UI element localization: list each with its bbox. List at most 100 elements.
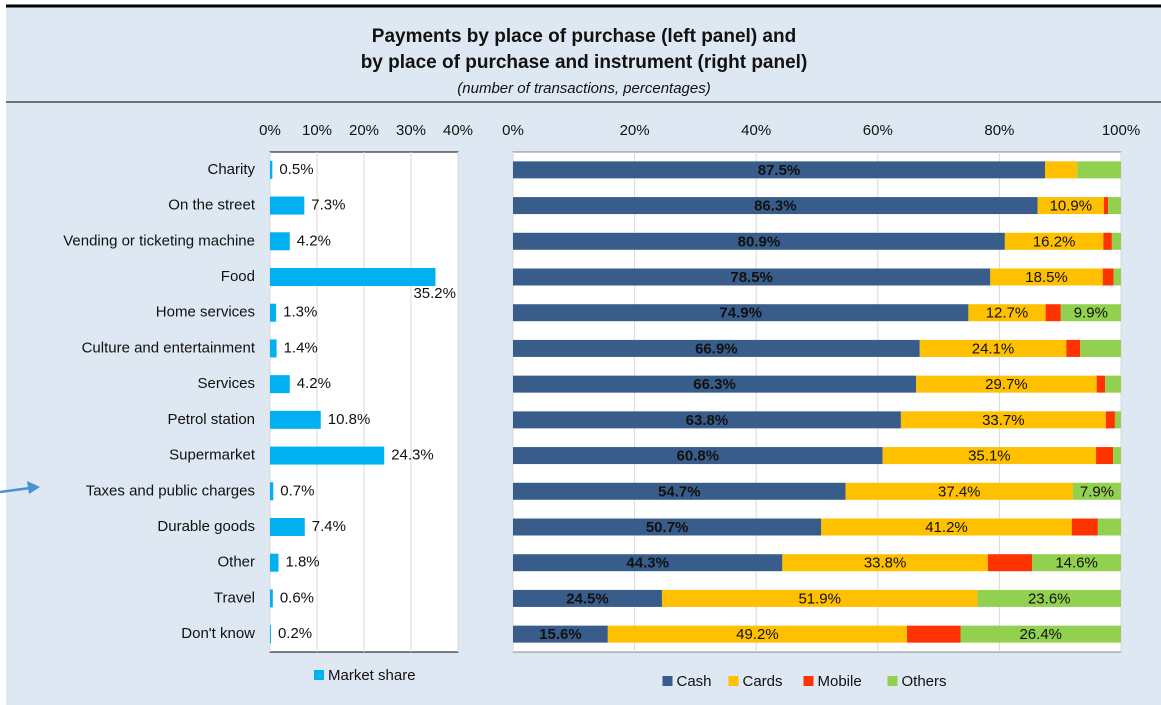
legend-label: Cards bbox=[743, 673, 783, 690]
bar-segment bbox=[968, 304, 1046, 322]
legend-label: Others bbox=[902, 673, 947, 690]
value-label: 12.7% bbox=[986, 305, 1029, 322]
value-label: 18.5% bbox=[1025, 269, 1068, 286]
value-label: 50.7% bbox=[646, 519, 689, 536]
bar-segment bbox=[1103, 197, 1109, 215]
value-label: 35.2% bbox=[413, 285, 456, 302]
bar-segment bbox=[1103, 232, 1112, 250]
value-label: 1.8% bbox=[285, 554, 319, 571]
value-label: 49.2% bbox=[736, 626, 779, 643]
bar-segment bbox=[513, 232, 1005, 250]
bar-segment bbox=[513, 554, 783, 572]
bar-segment bbox=[882, 447, 1097, 465]
x-tick-label: 10% bbox=[302, 122, 332, 139]
bar-segment bbox=[990, 268, 1103, 286]
chart-title: by place of purchase and instrument (rig… bbox=[361, 52, 808, 73]
value-label: 4.2% bbox=[297, 375, 331, 392]
category-label: Services bbox=[197, 375, 255, 392]
value-label: 29.7% bbox=[985, 376, 1028, 393]
bar-segment bbox=[987, 554, 1033, 572]
bar bbox=[270, 303, 277, 322]
value-label: 51.9% bbox=[798, 590, 841, 607]
value-label: 63.8% bbox=[686, 412, 729, 429]
category-label: Charity bbox=[207, 161, 255, 178]
category-label: Travel bbox=[214, 589, 255, 606]
bar-segment bbox=[1097, 518, 1121, 536]
x-tick-label: 20% bbox=[620, 122, 650, 139]
bar-segment bbox=[1102, 268, 1114, 286]
bar-segment bbox=[1096, 375, 1106, 393]
bar bbox=[270, 339, 277, 358]
bar-segment bbox=[1080, 339, 1121, 357]
value-label: 24.1% bbox=[972, 340, 1015, 357]
bar-segment bbox=[782, 554, 988, 572]
value-label: 10.9% bbox=[1050, 198, 1093, 215]
bar-segment bbox=[821, 518, 1072, 536]
bar bbox=[270, 625, 271, 644]
value-label: 24.5% bbox=[566, 590, 609, 607]
value-label: 16.2% bbox=[1033, 233, 1076, 250]
bar-segment bbox=[513, 625, 608, 643]
bar-segment bbox=[960, 625, 1121, 643]
arrow bbox=[0, 481, 40, 494]
bar-segment bbox=[1045, 304, 1061, 322]
bar-segment bbox=[1004, 232, 1104, 250]
category-label: Supermarket bbox=[169, 447, 256, 464]
bar-segment bbox=[513, 375, 917, 393]
bar-segment bbox=[1111, 232, 1121, 250]
legend-swatch bbox=[662, 676, 673, 686]
x-tick-label: 40% bbox=[443, 122, 473, 139]
value-label: 26.4% bbox=[1019, 626, 1062, 643]
bar bbox=[270, 375, 290, 394]
bar-segment bbox=[906, 625, 961, 643]
category-label: Taxes and public charges bbox=[86, 482, 255, 499]
bar-segment bbox=[513, 161, 1045, 179]
value-label: 23.6% bbox=[1028, 590, 1071, 607]
category-label: Culture and entertainment bbox=[82, 339, 256, 356]
bar bbox=[270, 268, 436, 286]
bar-segment bbox=[1096, 447, 1114, 465]
bar-segment bbox=[661, 589, 978, 607]
value-label: 7.3% bbox=[311, 197, 345, 214]
x-tick-label: 40% bbox=[741, 122, 771, 139]
x-tick-label: 100% bbox=[1102, 122, 1140, 139]
bar-segment bbox=[1077, 161, 1121, 179]
bar-segment bbox=[1060, 304, 1121, 322]
bar bbox=[270, 553, 279, 572]
bar bbox=[270, 160, 273, 179]
bar-segment bbox=[916, 375, 1097, 393]
x-tick-label: 30% bbox=[396, 122, 426, 139]
bar bbox=[270, 410, 321, 429]
value-label: 1.4% bbox=[284, 339, 318, 356]
value-label: 1.3% bbox=[283, 304, 317, 321]
bar-segment bbox=[1105, 411, 1115, 429]
value-label: 0.7% bbox=[280, 482, 314, 499]
legend-swatch bbox=[314, 670, 324, 680]
bar bbox=[270, 196, 305, 215]
value-label: 66.9% bbox=[695, 340, 738, 357]
value-label: 80.9% bbox=[738, 233, 781, 250]
value-label: 7.9% bbox=[1080, 483, 1114, 500]
bar-segment bbox=[607, 625, 907, 643]
category-label: Other bbox=[217, 554, 255, 571]
chart-title: Payments by place of purchase (left pane… bbox=[372, 26, 796, 47]
bar-segment bbox=[1045, 161, 1078, 179]
bar bbox=[270, 446, 385, 465]
value-label: 74.9% bbox=[719, 305, 762, 322]
value-label: 24.3% bbox=[391, 447, 434, 464]
legend-label: Market share bbox=[328, 667, 416, 684]
bar-segment bbox=[513, 339, 920, 357]
bar-segment bbox=[513, 482, 846, 500]
value-label: 14.6% bbox=[1055, 555, 1098, 572]
category-label: Home services bbox=[156, 304, 255, 321]
x-tick-label: 0% bbox=[259, 122, 281, 139]
bar-segment bbox=[1032, 554, 1121, 572]
bar bbox=[270, 589, 273, 608]
bar-segment bbox=[1072, 482, 1121, 500]
x-tick-label: 80% bbox=[984, 122, 1014, 139]
legend-label: Cash bbox=[677, 673, 712, 690]
legend-swatch bbox=[728, 676, 739, 686]
bar bbox=[270, 482, 274, 501]
bar-segment bbox=[1066, 339, 1081, 357]
